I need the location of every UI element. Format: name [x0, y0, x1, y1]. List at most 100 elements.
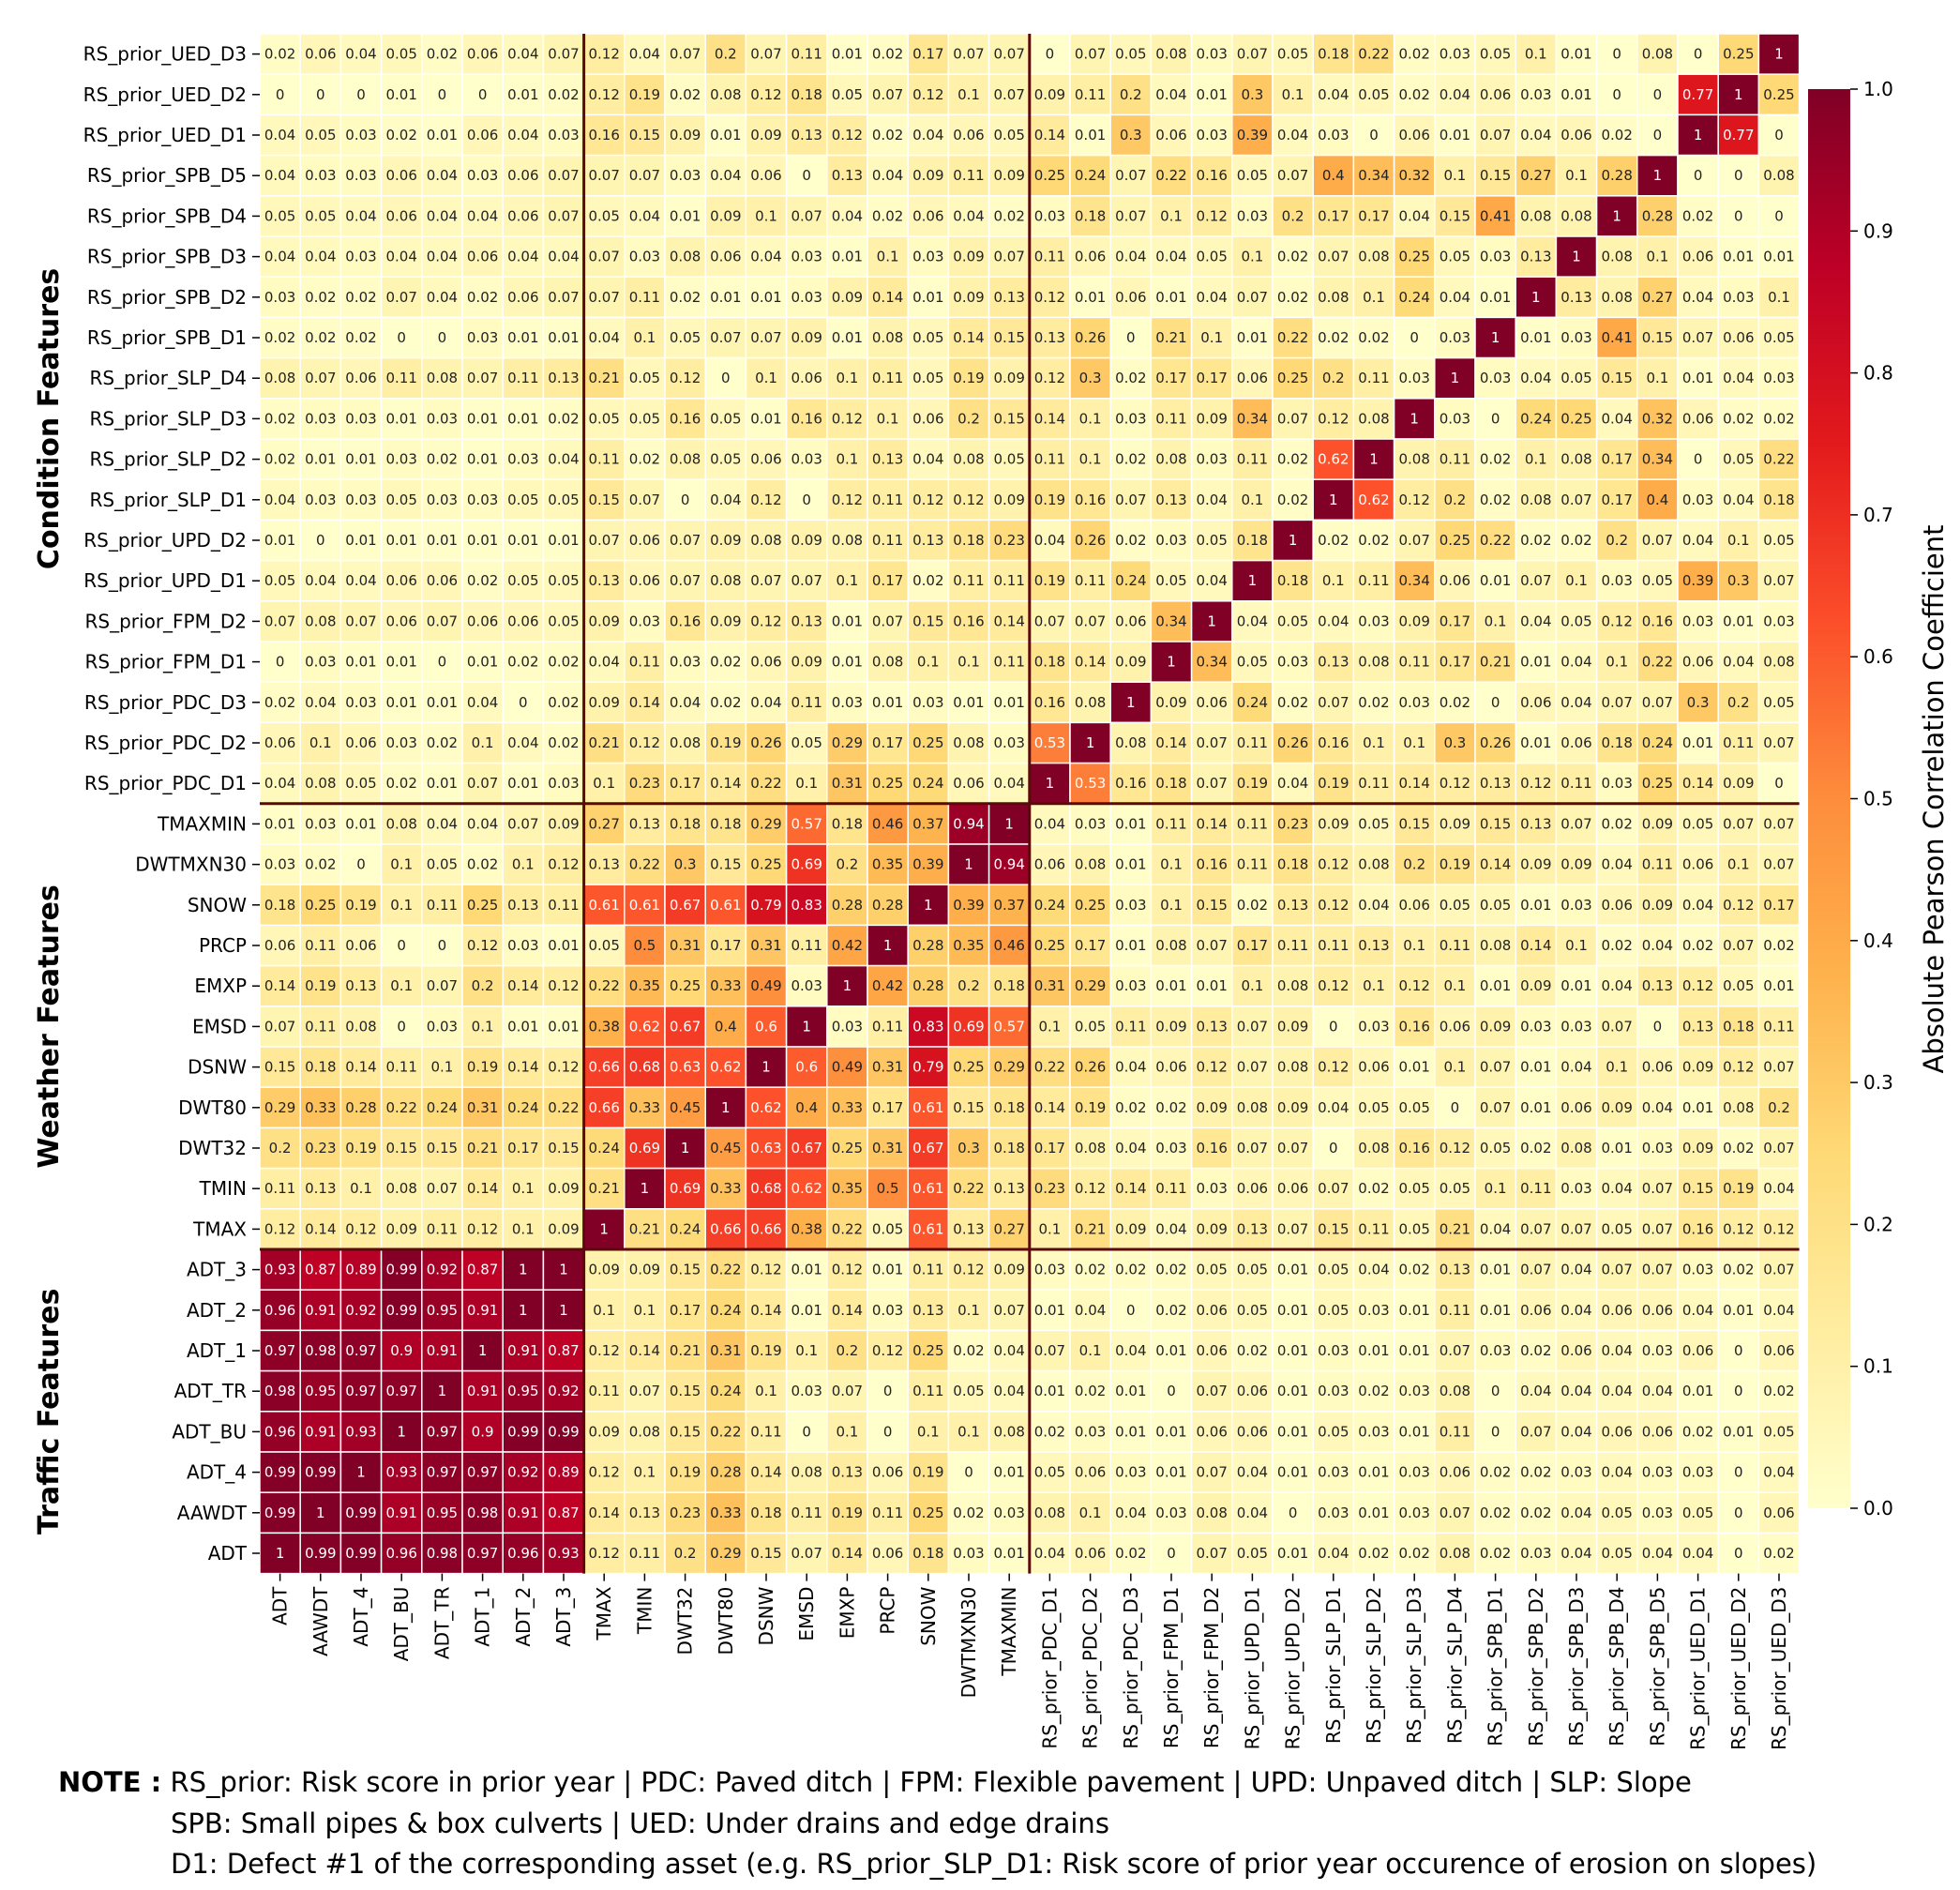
cell-value-label: 0.09 [1723, 775, 1754, 792]
cell-value-label: 0 [397, 1018, 406, 1035]
cell-value-label: 0.12 [548, 977, 579, 994]
heatmap-cell [1595, 195, 1638, 237]
cell-value-label: 0.02 [264, 329, 295, 346]
cell-value-label: 0.21 [588, 1180, 619, 1197]
cell-value-label: 0.01 [385, 532, 416, 549]
cell-value-label: 0.01 [1155, 1423, 1186, 1440]
cell-value-label: 1 [761, 1059, 771, 1076]
column-label: RS_prior_FPM_D1 [1160, 1587, 1183, 1748]
heatmap-cell [339, 195, 383, 237]
cell-value-label: 0.39 [1237, 127, 1268, 144]
cell-value-label: 0.06 [467, 612, 498, 629]
heatmap-cell [867, 113, 909, 157]
cell-value-label: 0.79 [750, 897, 781, 914]
cell-value-label: 0.03 [1034, 207, 1065, 224]
cell-value-label: 0.67 [791, 1140, 822, 1157]
cell-value-label: 0.04 [1560, 654, 1591, 671]
cell-value-label: 0.02 [467, 289, 498, 306]
cell-value-label: 0.1 [795, 1342, 818, 1359]
cell-value-label: 0.07 [1601, 1262, 1632, 1278]
cell-value-label: 0.04 [1682, 897, 1713, 914]
cell-value-label: 0.01 [1723, 249, 1754, 265]
cell-value-label: 1 [316, 1504, 325, 1521]
column-label: RS_prior_UED_D1 [1687, 1587, 1710, 1750]
cell-value-label: 0.08 [1601, 249, 1632, 265]
cell-value-label: 1 [397, 1423, 406, 1440]
cell-value-label: 0.18 [1034, 654, 1065, 671]
cell-value-label: 0.16 [1642, 612, 1673, 629]
cell-value-label: 0.03 [548, 127, 579, 144]
cell-value-label: 1 [802, 1018, 811, 1035]
row-label: TMAX [192, 1217, 247, 1240]
cell-value-label: 0.22 [548, 1099, 579, 1116]
cell-value-label: 0.18 [710, 815, 741, 832]
cell-value-label: 0.66 [750, 1220, 781, 1237]
cell-value-label: 0.1 [1160, 207, 1183, 224]
cell-value-label: 0.29 [832, 734, 863, 751]
cell-value-label: 0.05 [1763, 694, 1794, 711]
cell-value-label: 0.14 [629, 694, 660, 711]
cell-value-label: 1 [1126, 694, 1136, 711]
heatmap-cell [1069, 33, 1111, 75]
cell-value-label: 0.04 [1237, 1504, 1268, 1521]
cell-value-label: 0.08 [1601, 289, 1632, 306]
cell-value-label: 0.02 [548, 410, 579, 427]
heatmap-cell [704, 154, 747, 197]
heatmap-cell [1312, 73, 1355, 116]
column-label: TMIN [633, 1587, 656, 1635]
heatmap-cell [1515, 154, 1558, 197]
heatmap-cell [299, 113, 342, 157]
cell-value-label: 0.06 [467, 46, 498, 63]
row-label: RS_prior_SPB_D4 [87, 204, 247, 227]
cell-value-label: 0 [1167, 1383, 1176, 1399]
cell-value-label: 0.11 [1155, 410, 1186, 427]
cell-value-label: 0.18 [1318, 46, 1349, 63]
cell-value-label: 0.05 [1358, 815, 1389, 832]
cell-value-label: 0.68 [629, 1059, 660, 1076]
cell-value-label: 0.12 [1398, 977, 1429, 994]
cell-value-label: 0.25 [305, 897, 336, 914]
heatmap-cell [785, 398, 828, 440]
cell-value-label: 0.11 [1520, 1180, 1551, 1197]
cell-value-label: 0.57 [993, 1018, 1024, 1035]
cell-value-label: 0.03 [1398, 1464, 1429, 1481]
cell-value-label: 0.02 [548, 86, 579, 103]
heatmap-cell [1515, 398, 1558, 440]
cell-value-label: 0.05 [548, 491, 579, 508]
cell-value-label: 0.05 [1763, 1423, 1794, 1440]
cell-value-label: 0.04 [993, 775, 1024, 792]
cell-value-label: 0.04 [385, 249, 416, 265]
note-line-3: D1: Defect #1 of the corresponding asset… [171, 1848, 1817, 1880]
heatmap-cell [1717, 73, 1760, 116]
cell-value-label: 0.08 [1723, 1099, 1754, 1116]
cell-value-label: 0.04 [1682, 289, 1713, 306]
cell-value-label: 0.34 [1196, 654, 1227, 671]
cell-value-label: 0 [1734, 207, 1743, 224]
cell-value-label: 0.17 [670, 775, 701, 792]
cell-value-label: 0.1 [1606, 654, 1628, 671]
cell-value-label: 0.19 [1723, 1180, 1754, 1197]
cell-value-label: 0 [1734, 1504, 1743, 1521]
cell-value-label: 0.07 [1520, 1423, 1551, 1440]
cell-value-label: 0.24 [1398, 289, 1429, 306]
heatmap-cell [339, 33, 383, 75]
cell-value-label: 0.14 [629, 1342, 660, 1359]
cell-value-label: 0.17 [872, 572, 903, 589]
cell-value-label: 0.17 [1155, 370, 1186, 386]
cell-value-label: 0.62 [1318, 451, 1349, 468]
cell-value-label: 0.13 [1155, 491, 1186, 508]
cell-value-label: 0.3 [674, 856, 697, 873]
cell-value-label: 0.05 [427, 856, 458, 873]
cell-value-label: 0.04 [1034, 1545, 1065, 1562]
cell-value-label: 0.91 [305, 1423, 336, 1440]
heatmap-cell [867, 195, 909, 237]
cell-value-label: 0.01 [1277, 1262, 1308, 1278]
cell-value-label: 0.12 [629, 734, 660, 751]
cell-value-label: 0.07 [1763, 1262, 1794, 1278]
cell-value-label: 0.01 [467, 654, 498, 671]
cell-value-label: 0.13 [832, 167, 863, 184]
heatmap-cell [502, 276, 545, 319]
cell-value-label: 0.04 [1034, 532, 1065, 549]
cell-value-label: 0.07 [1642, 1220, 1673, 1237]
cell-value-label: 0.1 [1363, 977, 1385, 994]
